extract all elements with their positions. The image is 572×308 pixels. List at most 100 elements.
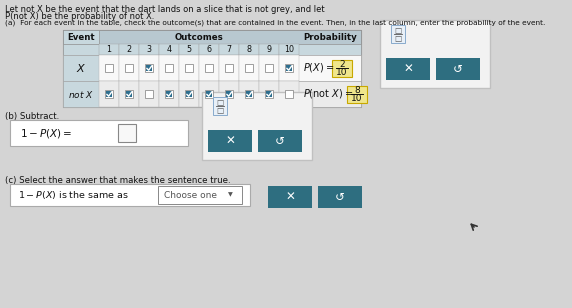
Bar [332,59,352,76]
Bar [285,64,293,72]
Bar [145,90,153,98]
Bar [179,55,199,81]
Text: Let not X be the event that the dart lands on a slice that is not grey, and let: Let not X be the event that the dart lan… [5,5,325,14]
Text: 3: 3 [146,45,152,54]
Bar [279,81,299,107]
Bar [118,124,136,142]
Text: □: □ [216,106,224,115]
Bar [380,20,490,88]
Text: □: □ [394,34,402,43]
Bar [318,186,362,208]
Bar [199,44,219,55]
Text: □: □ [394,26,402,35]
Bar [279,44,299,55]
Bar [279,55,299,81]
Bar [99,55,119,81]
Bar [10,184,250,206]
Text: Outcomes: Outcomes [174,33,224,42]
Bar [145,64,153,72]
Bar [186,91,192,97]
Text: (b) Subtract.: (b) Subtract. [5,112,59,121]
Bar [268,186,312,208]
Bar [99,81,119,107]
Bar [205,64,213,72]
Bar [119,81,139,107]
Bar [259,44,279,55]
Bar [391,25,405,43]
Bar [226,91,232,97]
Bar [185,90,193,98]
Bar [10,120,188,146]
Bar [239,44,259,55]
Text: $1-P(X) = $: $1-P(X) = $ [20,127,73,140]
Text: 9: 9 [267,45,272,54]
Text: P(not X) be the probability of not X.: P(not X) be the probability of not X. [5,12,154,21]
Bar [105,90,113,98]
Bar [259,81,279,107]
Bar [239,81,259,107]
Bar [63,30,361,107]
Bar [202,92,312,160]
Text: ↺: ↺ [335,191,345,204]
Bar [205,90,213,98]
Text: □: □ [216,98,224,107]
Text: 6: 6 [206,45,212,54]
Bar [105,64,113,72]
Text: ✕: ✕ [225,135,235,148]
Bar [119,55,139,81]
Bar [208,130,252,152]
Text: $X$: $X$ [76,62,86,74]
Text: 8: 8 [247,45,252,54]
Bar [139,81,159,107]
Bar [159,44,179,55]
Bar [126,91,132,97]
Bar [106,91,112,97]
Bar [199,81,219,107]
Bar [219,44,239,55]
Text: ↺: ↺ [275,135,285,148]
Text: (c) Select the answer that makes the sentence true.: (c) Select the answer that makes the sen… [5,176,231,185]
Bar [265,90,273,98]
Bar [159,55,179,81]
Bar [219,81,239,107]
Text: 10: 10 [351,94,363,103]
Text: 10: 10 [284,45,294,54]
Bar [63,81,99,107]
Text: Probability: Probability [303,33,357,42]
Bar [139,55,159,81]
Bar [285,90,293,98]
Bar [63,44,361,55]
Bar [206,91,212,97]
Bar [119,44,139,55]
Text: $1-P(X)$ is the same as: $1-P(X)$ is the same as [18,189,129,201]
Text: 8: 8 [354,86,360,95]
Bar [225,90,233,98]
Bar [63,55,361,81]
Text: ✕: ✕ [403,63,413,75]
Bar [125,90,133,98]
Text: (a)  For each event in the table, check the outcome(s) that are contained in the: (a) For each event in the table, check t… [5,20,545,26]
Bar [165,64,173,72]
Text: ✕: ✕ [285,191,295,204]
Bar [259,55,279,81]
Text: 2: 2 [339,60,345,69]
Bar [436,58,480,80]
Bar [63,30,99,44]
Bar [258,130,302,152]
Bar [347,86,367,103]
Text: Event: Event [67,33,95,42]
Text: 7: 7 [227,45,232,54]
Bar [245,90,253,98]
Bar [63,30,361,44]
Text: not $X$: not $X$ [68,88,94,99]
Text: ▼: ▼ [228,192,232,197]
Bar [99,44,119,55]
Bar [286,65,292,71]
Bar [166,91,172,97]
Bar [239,55,259,81]
Bar [165,90,173,98]
Bar [179,81,199,107]
Text: Choose one: Choose one [164,191,217,200]
Bar [158,186,242,204]
Bar [63,44,99,55]
